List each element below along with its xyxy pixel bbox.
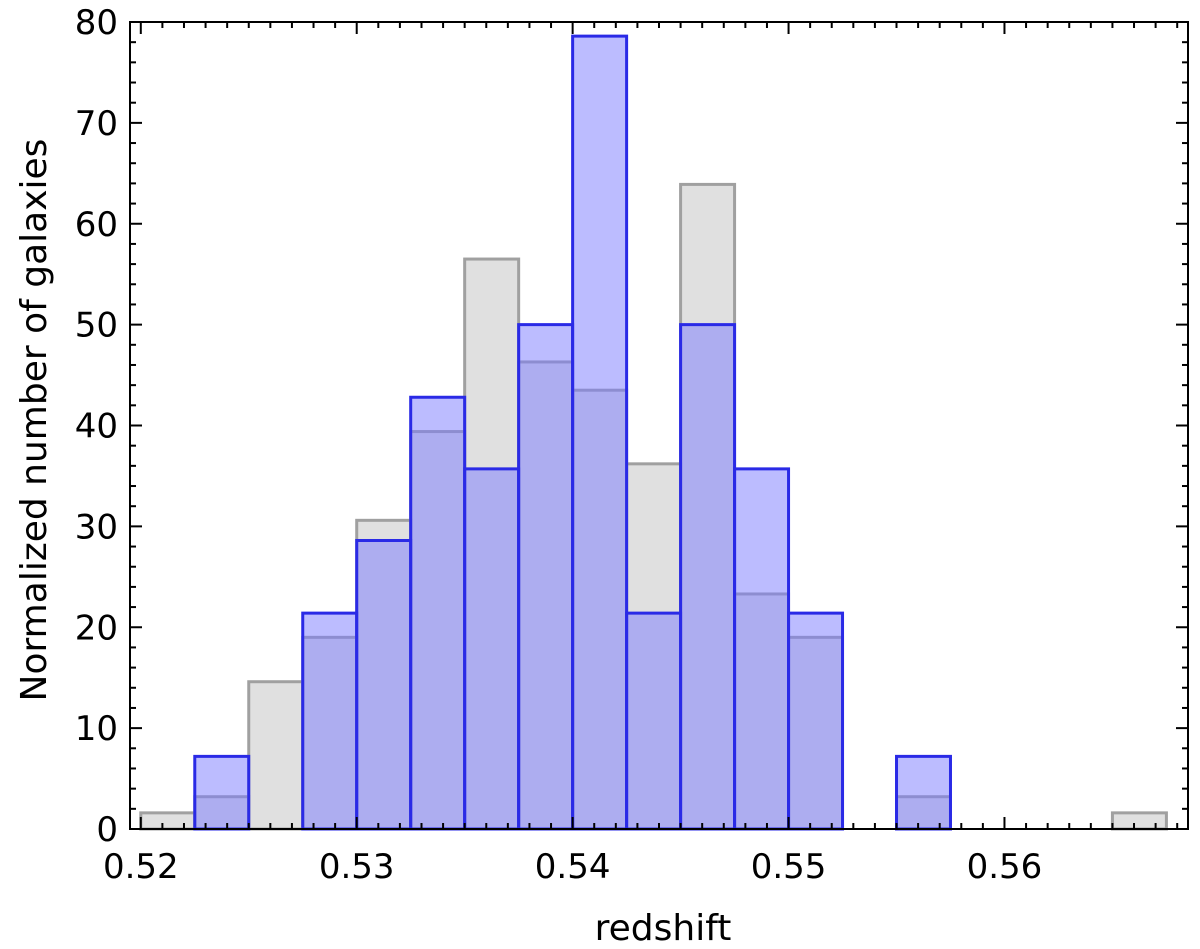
x-tick-label: 0.54 [535,847,611,887]
x-axis-label: redshift [595,908,732,949]
bar-series2-bin-10 [787,611,845,831]
y-tick-label: 0 [96,810,118,850]
y-tick-label: 30 [75,507,118,547]
x-tick-label: 0.55 [751,847,827,887]
series-blue-bars [193,34,952,831]
bar-series1-bin-0 [139,811,197,831]
bar-series1-bin-2 [247,680,305,831]
bar-series2-bin-6 [571,34,629,831]
bar-series2-bin-4 [463,467,521,831]
bar-series2-bin-7 [625,611,683,831]
bar-series2-bin-5 [517,323,575,831]
y-tick-labels: 0 10 20 30 40 50 60 70 80 [75,3,118,850]
axis-ticks [130,21,1188,830]
y-tick-label: 20 [75,608,118,648]
y-tick-label: 40 [75,407,118,447]
bar-series2-bin-3 [409,395,467,831]
x-tick-label: 0.53 [319,847,395,887]
bar-series2-bin-2 [355,538,413,831]
y-axis-label: Normalized number of galaxies [14,139,55,702]
y-tick-label: 50 [75,306,118,346]
bar-series1-bin-18 [1110,811,1168,831]
bar-series2-bin-1 [301,611,359,831]
bar-series2-bin-11 [895,754,952,831]
bar-series2-bin-9 [733,467,791,831]
y-tick-label: 10 [75,709,118,749]
bar-series2-bin-0 [193,754,251,831]
x-tick-labels: 0.52 0.53 0.54 0.55 0.56 [103,847,1042,887]
x-tick-label: 0.52 [103,847,179,887]
y-tick-label: 80 [75,3,118,43]
x-tick-label: 0.56 [967,847,1043,887]
bar-series2-bin-8 [679,323,737,831]
y-tick-label: 60 [75,205,118,245]
y-tick-label: 70 [75,104,118,144]
